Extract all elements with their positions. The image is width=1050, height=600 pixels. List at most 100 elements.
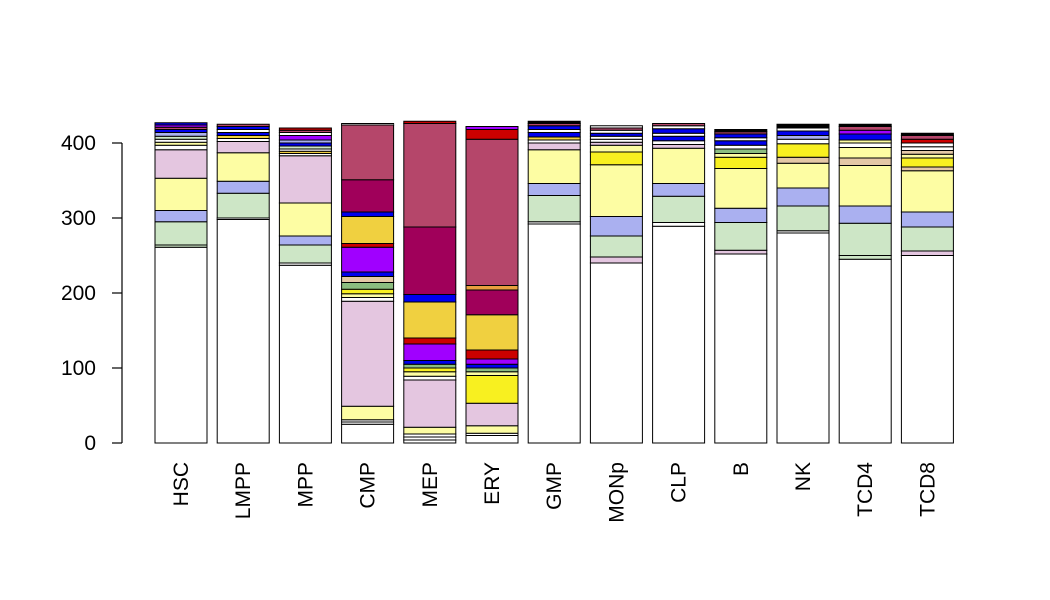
- bar-segment: [278, 135, 332, 141]
- x-tick-label: CLP: [668, 462, 691, 503]
- bar-segment: [341, 423, 395, 444]
- bar-segment: [652, 222, 706, 227]
- bar-segment: [838, 255, 892, 260]
- bar-segment: [714, 148, 768, 154]
- bar-segment: [278, 235, 332, 246]
- x-tick-label: B: [730, 462, 753, 476]
- bar-segment: [776, 162, 830, 189]
- bar-segment: [278, 155, 332, 204]
- bar-segment: [527, 149, 581, 184]
- bar-segment: [341, 297, 395, 302]
- x-tick-label: TCD4: [854, 462, 877, 517]
- bar-segment: [589, 262, 643, 444]
- bar-segment: [465, 138, 519, 286]
- bar-segment: [589, 164, 643, 217]
- bar-segment: [403, 426, 457, 435]
- bar-segment: [714, 249, 768, 255]
- bar-monp: [589, 125, 643, 444]
- x-tick-label: CMP: [357, 462, 380, 509]
- bar-segment: [403, 294, 457, 303]
- bar-segment: [900, 138, 954, 144]
- bar-segment: [652, 195, 706, 223]
- x-axis-labels: HSC LMPP MPP CMP MEP ERY GMP MONp CLP B NK TCD4 TCD8: [170, 462, 939, 523]
- bar-segment: [900, 250, 954, 256]
- bar-segment: [838, 147, 892, 159]
- bar-lmpp: [216, 123, 270, 444]
- bar-segment: [714, 253, 768, 444]
- bar-segment: [403, 123, 457, 228]
- bar-segment: [154, 122, 208, 126]
- bar-tcd8: [900, 132, 954, 444]
- bar-segment: [714, 129, 768, 133]
- bar-segment: [278, 127, 332, 131]
- bar-segment: [154, 132, 208, 137]
- bar-segment: [278, 264, 332, 444]
- bar-mep: [403, 120, 457, 444]
- bar-cmp: [341, 123, 395, 444]
- x-tick-label: GMP: [543, 462, 566, 510]
- bar-segment: [589, 125, 643, 129]
- bar-segment: [900, 142, 954, 148]
- bar-segment: [341, 405, 395, 421]
- bar-segment: [278, 244, 332, 264]
- bar-segment: [652, 225, 706, 444]
- bar-segment: [714, 222, 768, 251]
- bar-segment: [403, 360, 457, 365]
- bar-segment: [341, 282, 395, 290]
- bar-segment: [154, 246, 208, 444]
- bar-segment: [838, 165, 892, 207]
- bar-segment: [714, 156, 768, 169]
- bar-segment: [216, 180, 270, 194]
- bar-segment: [154, 210, 208, 223]
- bar-segment: [527, 125, 581, 130]
- bar-segment: [154, 144, 208, 151]
- bar-segment: [403, 371, 457, 377]
- bar-segment: [714, 133, 768, 139]
- bar-segment: [403, 375, 457, 381]
- bar-segment: [341, 246, 395, 273]
- bar-segment: [216, 192, 270, 219]
- bar-nk: [776, 123, 830, 444]
- bar-segment: [652, 144, 706, 149]
- bar-segment: [465, 349, 519, 360]
- bar-segment: [403, 120, 457, 124]
- y-tick-label: 400: [61, 132, 96, 155]
- x-tick-label: ERY: [481, 462, 504, 505]
- bar-segment: [589, 256, 643, 264]
- x-tick-label: MONp: [605, 462, 628, 523]
- bar-segment: [216, 141, 270, 154]
- bar-segment: [900, 153, 954, 159]
- bar-segment: [341, 300, 395, 407]
- bar-segment: [838, 258, 892, 444]
- bar-segment: [403, 379, 457, 428]
- bar-segment: [900, 146, 954, 151]
- bar-segment: [776, 138, 830, 145]
- bar-segment: [652, 128, 706, 134]
- bar-segment: [465, 363, 519, 369]
- bar-mpp: [278, 127, 332, 444]
- bar-segment: [341, 211, 395, 217]
- bar-segment: [652, 140, 706, 145]
- bar-segment: [838, 205, 892, 224]
- bar-segment: [527, 132, 581, 138]
- bar-segment: [465, 314, 519, 351]
- bar-segment: [465, 129, 519, 140]
- bar-segment: [527, 120, 581, 124]
- bar-segment: [341, 293, 395, 298]
- bar-segment: [776, 123, 830, 129]
- bar-segment: [341, 288, 395, 295]
- bar-segment: [838, 157, 892, 166]
- bar-segment: [900, 132, 954, 136]
- bar-segment: [465, 285, 519, 291]
- bar-segment: [776, 156, 830, 164]
- bar-segment: [465, 425, 519, 434]
- bar-segment: [714, 207, 768, 223]
- bar-segment: [465, 402, 519, 427]
- bar-segment: [216, 152, 270, 182]
- bar-segment: [403, 226, 457, 295]
- bar-segment: [465, 371, 519, 376]
- bar-segment: [154, 177, 208, 211]
- bar-segment: [465, 375, 519, 404]
- y-tick-label: 300: [61, 207, 96, 230]
